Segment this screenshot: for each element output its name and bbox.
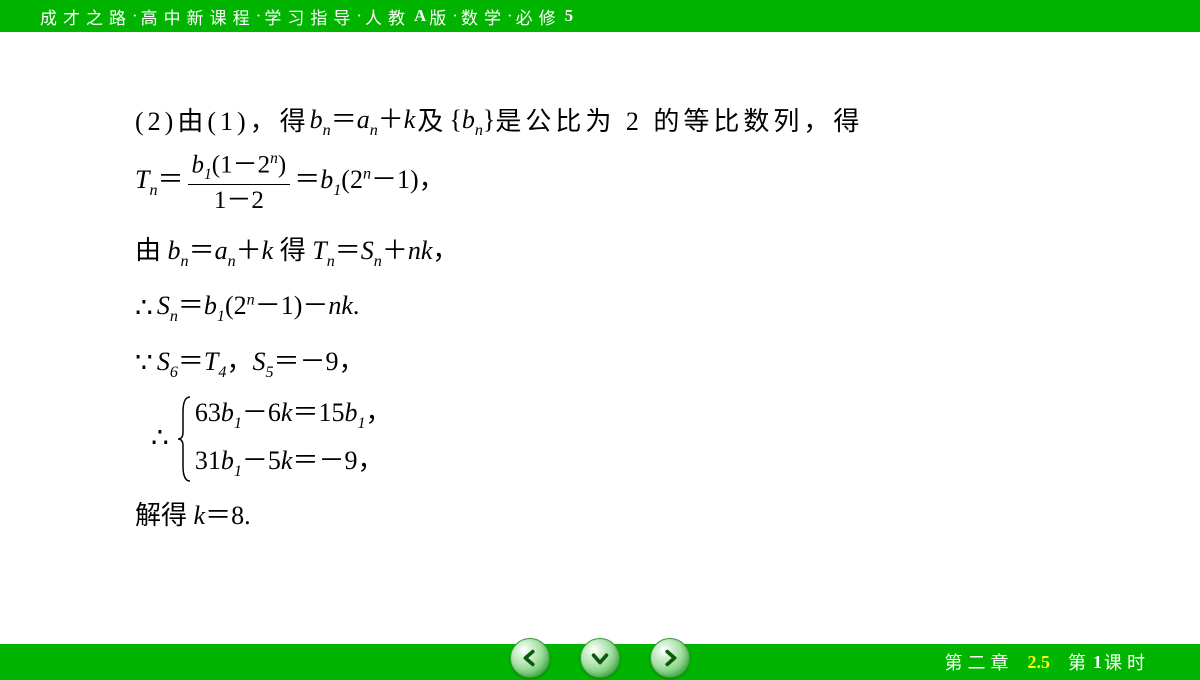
text-line-3: 由 bn＝an＋k 得 Tn＝Sn＋nk， (135, 233, 1090, 273)
left-brace-icon (177, 394, 193, 484)
line7-text: 解得 k＝8. (135, 498, 251, 534)
text-line-4: ∴ Sn＝b1(2n－1)－nk. (135, 288, 1090, 328)
text-line-5: ∵ S6＝T4，S5＝－9， (135, 344, 1090, 384)
header-seg-4b: A (414, 6, 426, 26)
because-symbol: ∵ (135, 344, 153, 383)
arrow-down-icon (589, 647, 611, 669)
system-eq-2: 31b1－5k＝－9， (195, 443, 392, 483)
chapter-label: 第二章 (945, 649, 1014, 675)
prev-button[interactable] (510, 638, 550, 678)
header-dot: · (452, 6, 458, 26)
line5-text: S6＝T4，S5＝－9， (157, 344, 365, 384)
text-line-2: Tn＝ b1(1－2n) 1－2 ＝b1(2n－1)， (135, 150, 1090, 215)
header-seg-1: 成才之路 (40, 4, 132, 29)
line2-tn: Tn＝ (135, 162, 184, 202)
fraction-numerator: b1(1－2n) (188, 150, 291, 185)
footer-bar: 第二章 2.5 第 1 课时 (0, 644, 1200, 680)
next-button[interactable] (650, 638, 690, 678)
header-seg-6b: 5 (565, 6, 574, 26)
header-dot: · (256, 6, 262, 26)
lesson-num: 1 (1093, 652, 1102, 673)
header-seg-5: 数学 (461, 4, 507, 29)
header-seg-4a: 人教 (365, 4, 411, 29)
lesson-b: 课时 (1104, 649, 1150, 675)
therefore-symbol-2: ∴ (151, 419, 169, 458)
header-dot: · (132, 6, 138, 26)
arrow-right-icon (659, 647, 681, 669)
system-eq-1: 63b1－6k＝15b1， (195, 395, 392, 435)
text-line-6: ∴ 63b1－6k＝15b1， 31b1－5k＝－9， (135, 394, 1090, 484)
line4-text: Sn＝b1(2n－1)－nk. (157, 288, 360, 328)
line1-part-c: 是公比为 2 的等比数列，得 (495, 104, 863, 140)
header-seg-3: 学习指导 (264, 4, 356, 29)
text-line-1: (2)由(1)，得 bn＝an＋k 及 {bn} 是公比为 2 的等比数列，得 (135, 102, 1090, 142)
chapter-info: 第二章 2.5 第 1 课时 (945, 649, 1151, 675)
line2-rhs: ＝b1(2n－1)， (294, 162, 444, 202)
text-line-7: 解得 k＝8. (135, 498, 1090, 534)
section-number: 2.5 (1028, 652, 1051, 673)
header-seg-4c: 版 (429, 4, 452, 29)
header-seg-2: 高中新课程 (141, 4, 256, 29)
line1-set-bn: {bn} (449, 102, 495, 142)
lesson-a: 第 (1068, 649, 1091, 675)
equation-system: 63b1－6k＝15b1， 31b1－5k＝－9， (177, 394, 392, 484)
header-bar: 成才之路 · 高中新课程 · 学习指导 · 人教 A 版 · 数学 · 必修 5 (0, 0, 1200, 32)
nav-button-group (510, 638, 690, 678)
line1-part-b: 及 (417, 104, 447, 140)
header-dot: · (356, 6, 362, 26)
fraction: b1(1－2n) 1－2 (188, 150, 291, 215)
therefore-symbol: ∴ (135, 289, 153, 328)
fraction-denominator: 1－2 (214, 185, 264, 215)
header-seg-6a: 必修 (516, 4, 562, 29)
main-content: (2)由(1)，得 bn＝an＋k 及 {bn} 是公比为 2 的等比数列，得 … (0, 32, 1200, 534)
line1-eq-bn: bn＝an＋k (310, 102, 416, 142)
down-button[interactable] (580, 638, 620, 678)
line1-part-a: (2)由(1)，得 (135, 104, 310, 140)
header-dot: · (507, 6, 513, 26)
line3-text: 由 bn＝an＋k 得 Tn＝Sn＋nk， (135, 233, 458, 273)
arrow-left-icon (519, 647, 541, 669)
